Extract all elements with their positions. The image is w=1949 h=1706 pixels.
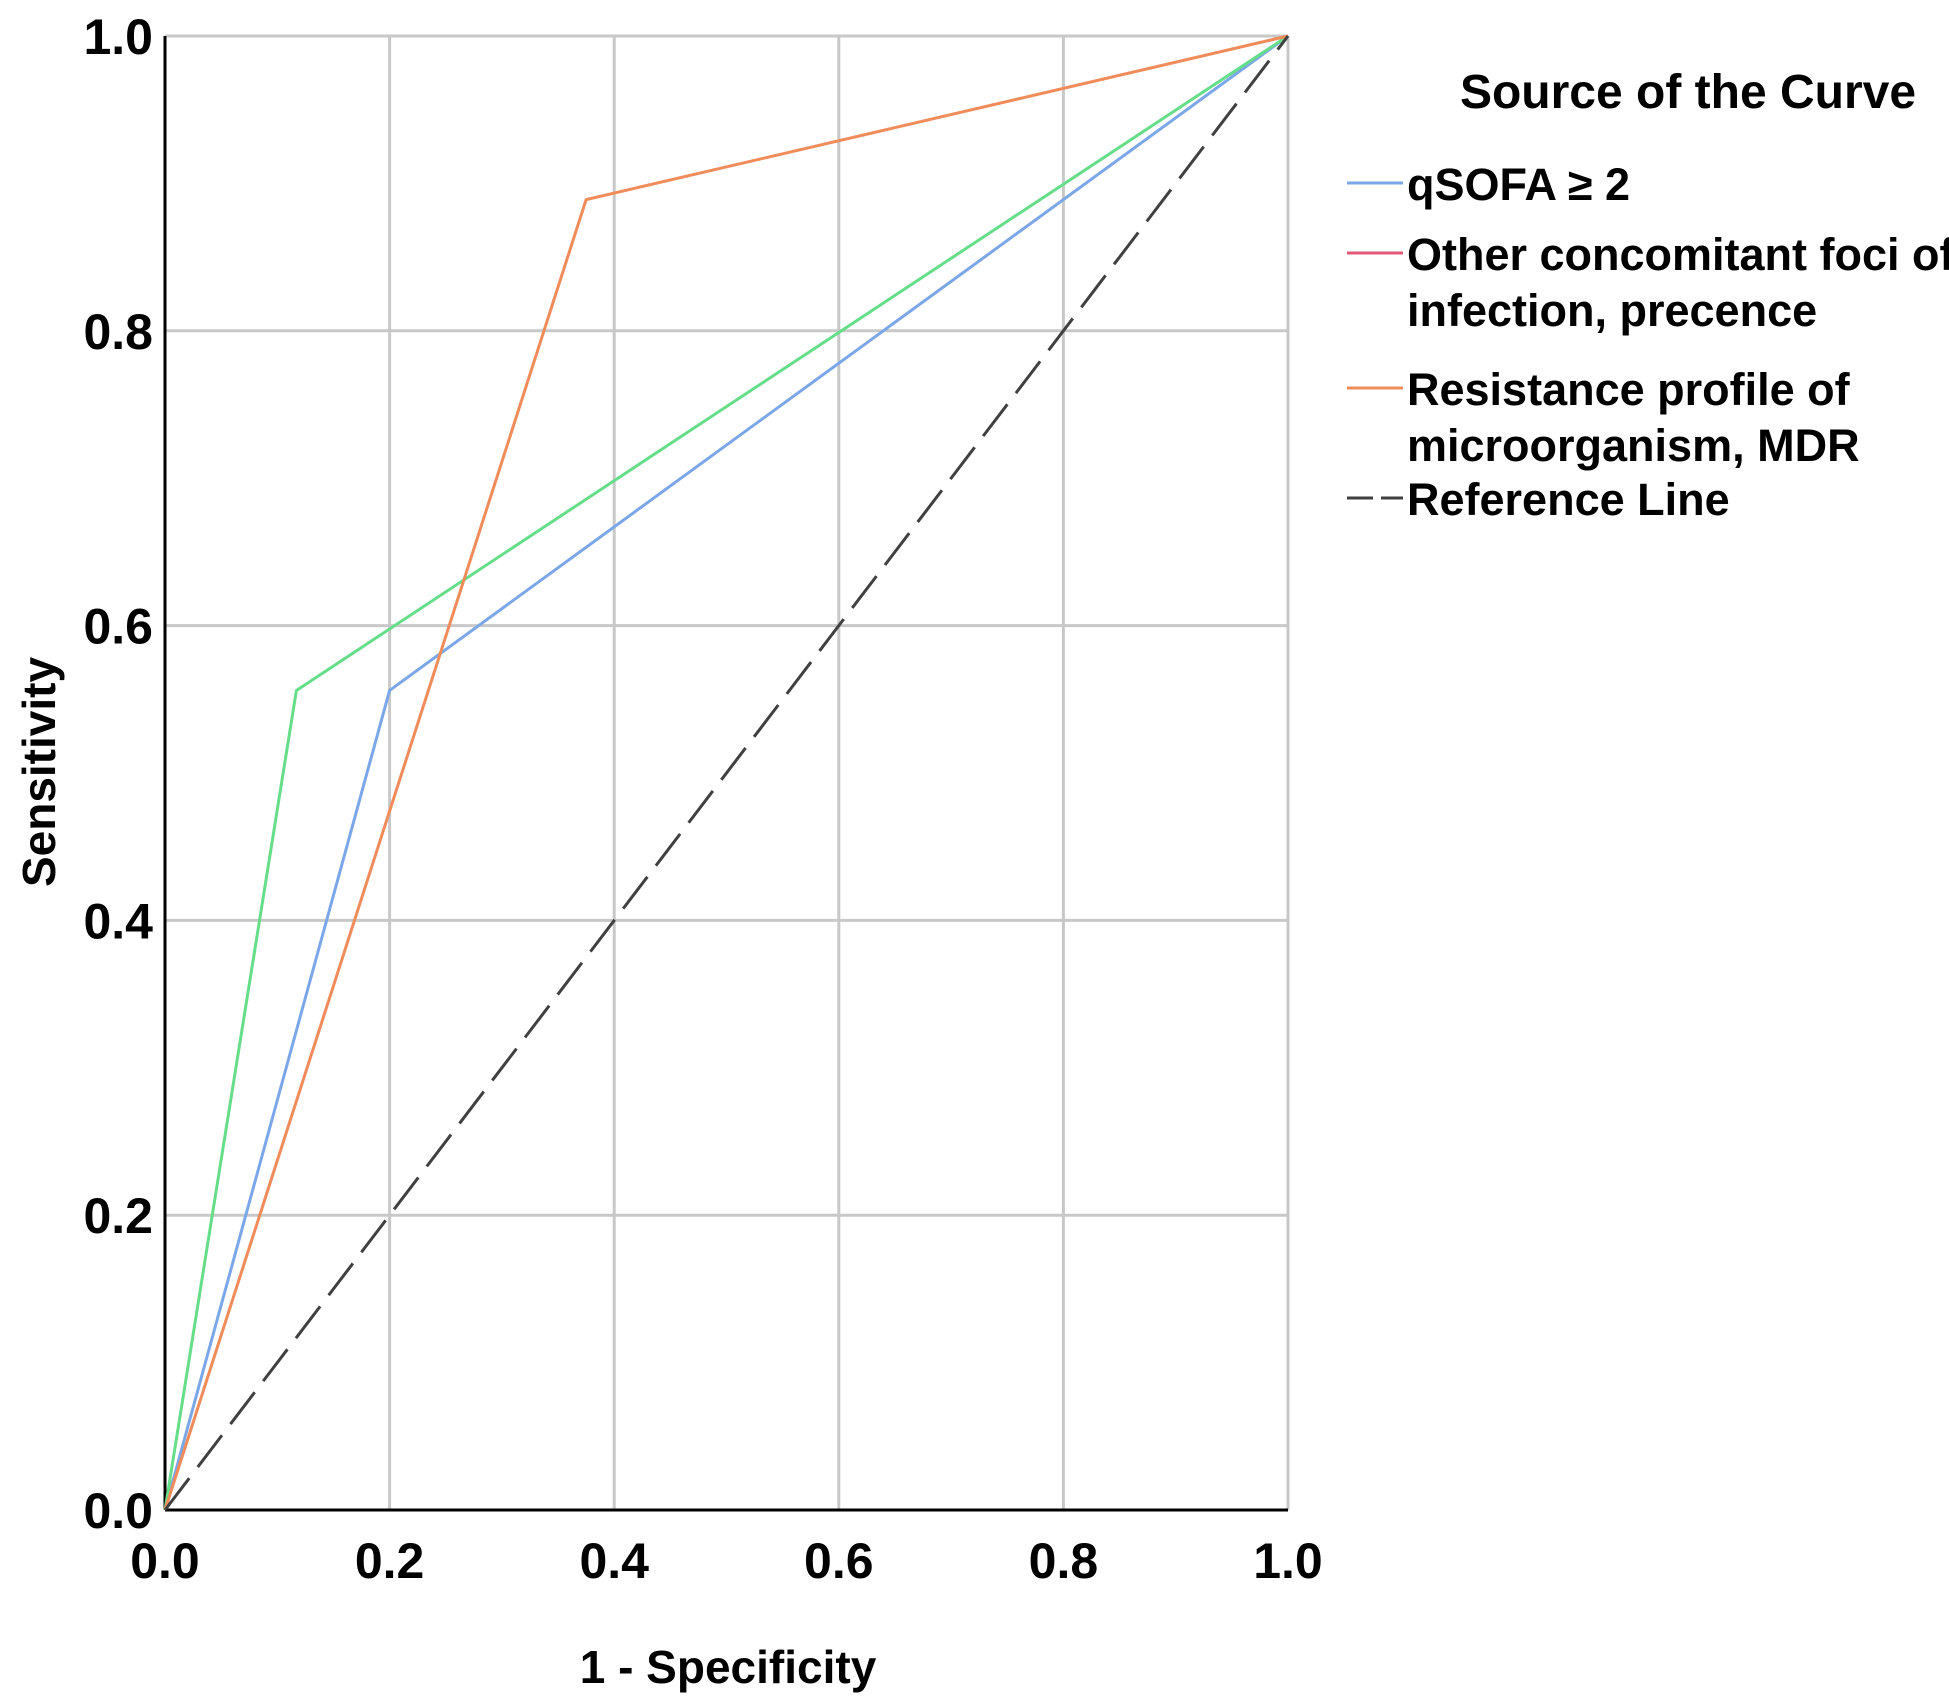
legend-label-3-0: Reference Line bbox=[1407, 474, 1730, 525]
legend-title: Source of the Curve bbox=[1460, 66, 1916, 119]
y-tick-label-3: 0.6 bbox=[83, 599, 153, 655]
x-axis-title: 1 - Specificity bbox=[580, 1641, 877, 1693]
y-tick-label-4: 0.8 bbox=[83, 304, 153, 360]
legend-label-2-0: Resistance profile of bbox=[1407, 364, 1851, 415]
series-lines bbox=[163, 34, 1290, 1511]
axes bbox=[163, 36, 1288, 1512]
x-tick-label-2: 0.4 bbox=[579, 1533, 649, 1589]
y-axis-title: Sensitivity bbox=[13, 657, 65, 888]
grid-lines bbox=[165, 34, 1290, 1510]
x-tick-label-1: 0.2 bbox=[355, 1533, 425, 1589]
legend-label-2-1: microorganism, MDR bbox=[1407, 420, 1860, 471]
series-line-2 bbox=[163, 34, 1289, 1511]
y-tick-label-1: 0.2 bbox=[83, 1188, 153, 1244]
x-tick-label-5: 1.0 bbox=[1253, 1533, 1323, 1589]
legend: qSOFA ≥ 2 Other concomitant foci ofinfect… bbox=[1347, 159, 1949, 525]
x-tick-label-3: 0.6 bbox=[804, 1533, 874, 1589]
y-tick-label-2: 0.4 bbox=[83, 893, 153, 949]
x-tick-label-4: 0.8 bbox=[1029, 1533, 1099, 1589]
legend-label-1-0: Other concomitant foci of bbox=[1407, 229, 1949, 280]
y-tick-label-0: 0.0 bbox=[83, 1483, 153, 1539]
legend-label-0-0: qSOFA ≥ 2 bbox=[1407, 159, 1630, 210]
x-tick-label-0: 0.0 bbox=[130, 1533, 200, 1589]
tick-labels: 0.0 0.2 0.4 0.6 0.8 1.0 0.0 0.2 0.4 0.6 0.8 1.0 bbox=[83, 9, 1322, 1589]
series-line-1 bbox=[163, 34, 1289, 1511]
series-line-3 bbox=[163, 35, 1290, 1511]
legend-label-1-1: infection, precence bbox=[1407, 285, 1817, 336]
series-line-0 bbox=[163, 34, 1289, 1511]
y-tick-label-5: 1.0 bbox=[83, 9, 153, 65]
